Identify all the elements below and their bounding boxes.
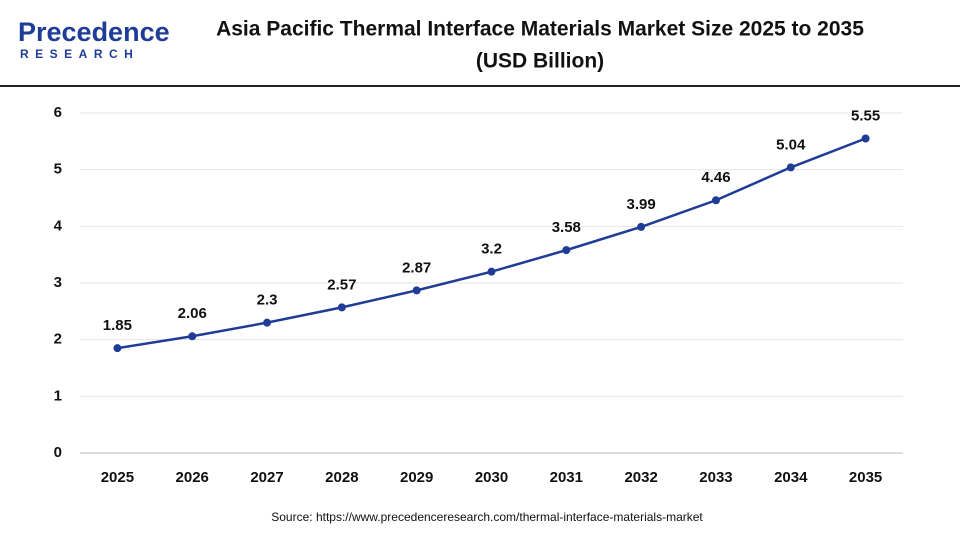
data-point [263, 318, 272, 327]
y-tick-label: 6 [54, 104, 62, 121]
data-point [861, 134, 870, 143]
x-tick-label: 2027 [250, 469, 283, 486]
value-label: 4.46 [701, 169, 730, 186]
value-label: 2.06 [178, 305, 207, 322]
x-tick-label: 2030 [475, 469, 508, 486]
source-note: Source: https://www.precedenceresearch.c… [271, 510, 703, 524]
x-tick-label: 2025 [101, 469, 134, 486]
x-tick-label: 2028 [325, 469, 358, 486]
x-tick-label: 2029 [400, 469, 433, 486]
logo: Precedence RESEARCH [18, 17, 170, 61]
x-tick-label: 2034 [774, 469, 808, 486]
value-label: 2.87 [402, 259, 431, 276]
data-point [188, 332, 197, 341]
value-label: 1.85 [103, 317, 132, 334]
data-point [562, 246, 571, 255]
data-point [786, 163, 795, 172]
data-point [113, 344, 122, 353]
value-label: 2.57 [327, 276, 356, 293]
value-label: 3.2 [481, 241, 502, 258]
x-tick-label: 2035 [849, 469, 882, 486]
x-tick-label: 2032 [624, 469, 657, 486]
value-label: 2.3 [257, 292, 278, 309]
value-label: 3.99 [627, 196, 656, 213]
data-point [412, 286, 421, 295]
value-label: 3.58 [552, 219, 581, 236]
x-tick-label: 2033 [699, 469, 732, 486]
y-tick-label: 3 [54, 274, 62, 291]
chart-title: Asia Pacific Thermal Interface Materials… [216, 18, 864, 41]
data-point [487, 267, 496, 276]
x-tick-label: 2026 [176, 469, 209, 486]
brand-tagline: RESEARCH [20, 47, 139, 61]
y-tick-label: 0 [54, 444, 62, 461]
y-tick-label: 2 [54, 331, 62, 348]
data-point [711, 196, 720, 205]
y-tick-label: 5 [54, 161, 62, 178]
value-label: 5.55 [851, 107, 880, 124]
y-tick-label: 1 [54, 387, 62, 404]
x-tick-label: 2031 [550, 469, 583, 486]
value-label: 5.04 [776, 136, 806, 153]
data-point [637, 222, 646, 231]
data-point [337, 303, 346, 312]
chart-subtitle: (USD Billion) [476, 50, 604, 73]
y-tick-label: 4 [54, 217, 63, 234]
brand-name: Precedence [18, 17, 170, 47]
